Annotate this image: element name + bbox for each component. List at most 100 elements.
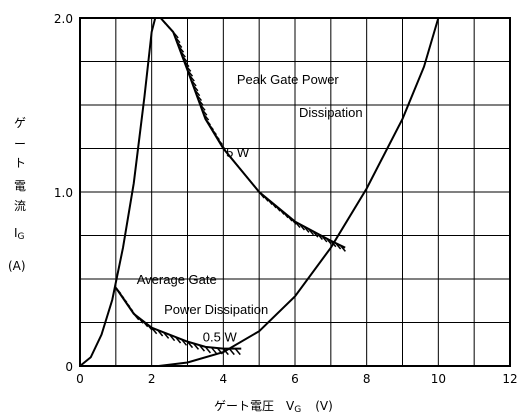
power-limit-curve <box>159 17 346 249</box>
hatch-mark <box>258 191 265 199</box>
hatch-mark <box>177 45 185 53</box>
hatch-mark <box>185 64 192 72</box>
hatch-mark <box>174 336 182 344</box>
hatch-mark <box>146 323 153 331</box>
hatch-mark <box>228 348 235 356</box>
hatch-mark <box>234 348 241 356</box>
hatch-mark <box>270 201 277 209</box>
hatch-mark <box>219 143 226 151</box>
xlabel-sub: G <box>294 405 301 415</box>
hatch-mark <box>198 344 206 352</box>
hatch-mark <box>204 346 211 354</box>
hatch-mark <box>199 103 206 111</box>
hatch-mark <box>210 346 217 354</box>
y-tick-labels: 0 1.0 2.0 <box>54 12 73 374</box>
hatch-mark <box>204 118 211 126</box>
hatch-mark <box>190 79 197 87</box>
hatch-mark <box>303 225 310 233</box>
x-tick-label: 4 <box>220 372 228 386</box>
hatch-mark <box>282 211 289 219</box>
annotation-label: Power Dissipation <box>164 302 268 317</box>
hatch-mark <box>278 207 285 215</box>
hatch-mark <box>192 342 200 350</box>
x-tick-label: 10 <box>431 372 446 386</box>
ylabel-char-2: ト <box>14 156 26 170</box>
hatch-mark <box>216 138 223 146</box>
hatch-mark <box>312 230 319 238</box>
hatch-mark <box>188 74 195 82</box>
hatch-mark <box>298 223 306 231</box>
hatch-mark <box>186 69 194 77</box>
hatch-mark <box>210 128 217 136</box>
x-tick-label: 0 <box>76 372 84 386</box>
power-limit-curve <box>115 287 242 350</box>
ylabel-symbol: IG <box>14 226 25 242</box>
annotation-label: Dissipation <box>299 105 363 120</box>
annotation-label: Average Gate <box>137 272 217 287</box>
x-tick-label: 12 <box>502 372 517 386</box>
grid <box>80 18 510 366</box>
hatch-mark <box>179 50 186 58</box>
hatch-mark <box>290 217 297 225</box>
xlabel: ゲート電圧 VG (V) <box>214 399 333 415</box>
hatch-mark <box>186 341 194 349</box>
hatch-mark <box>207 123 214 131</box>
annotations: Peak Gate Power Dissipation 5 W Average Gat… <box>137 72 363 345</box>
x-tick-label: 8 <box>363 372 371 386</box>
ylabel-char-0: ゲ <box>14 116 26 130</box>
x-tick-label: 2 <box>148 372 156 386</box>
hatch-mark <box>195 94 203 102</box>
hatch-mark <box>316 233 323 241</box>
hatch-mark <box>157 329 164 337</box>
ylabel-symbol-sub: G <box>18 232 25 242</box>
hatch-mark <box>307 228 315 236</box>
hatch-mark <box>266 198 273 206</box>
hatch-mark <box>180 338 188 346</box>
hatch-mark <box>262 194 269 202</box>
ylabel-char-1: ー <box>14 137 26 151</box>
series-line <box>79 17 157 367</box>
x-tick-label: 6 <box>291 372 299 386</box>
y-tick-label: 0 <box>65 360 73 374</box>
hatch-mark <box>163 331 170 339</box>
hatch-mark <box>321 235 328 243</box>
ylabel-unit: (A) <box>8 259 26 273</box>
xlabel-unit: (V) <box>315 399 333 413</box>
hatch-mark <box>172 31 179 39</box>
hatch-mark <box>325 237 332 245</box>
hatch-mark <box>286 214 293 222</box>
ylabel-symbol-main: I <box>14 226 18 240</box>
hatch-mark <box>176 41 183 48</box>
annotation-label: 5 W <box>226 145 250 160</box>
hatch-mark <box>183 60 190 68</box>
hatch-mark <box>181 55 188 63</box>
hatch-mark <box>169 334 176 342</box>
hatch-mark <box>203 113 210 121</box>
hatch-mark <box>294 221 301 229</box>
annotation-label: 0.5 W <box>203 330 238 345</box>
hatch-mark <box>142 320 149 328</box>
hatch-mark <box>335 242 342 250</box>
y-tick-label: 2.0 <box>54 12 73 26</box>
hatch-mark <box>133 313 140 321</box>
hatch-mark <box>151 327 158 335</box>
hatch-mark <box>213 133 220 141</box>
xlabel-main: ゲート電圧 V <box>214 399 295 413</box>
hatch-mark <box>174 36 181 44</box>
hatch-mark <box>197 98 204 106</box>
x-tick-labels: 0 2 4 6 8 10 12 <box>76 372 517 386</box>
hatch-mark <box>339 244 346 252</box>
hatch-mark <box>201 108 208 116</box>
ylabel-char-3: 電 <box>14 179 26 193</box>
hatch-mark <box>194 89 201 97</box>
series-line <box>158 17 440 367</box>
hatch-mark <box>137 316 144 324</box>
plot-frame <box>79 17 511 367</box>
boundary-curves <box>115 17 346 356</box>
hatch-mark <box>192 84 199 92</box>
ylabel-char-4: 流 <box>14 199 26 213</box>
annotation-label: Peak Gate Power <box>237 72 340 87</box>
y-tick-label: 1.0 <box>54 186 73 200</box>
hatch-mark <box>274 204 281 212</box>
